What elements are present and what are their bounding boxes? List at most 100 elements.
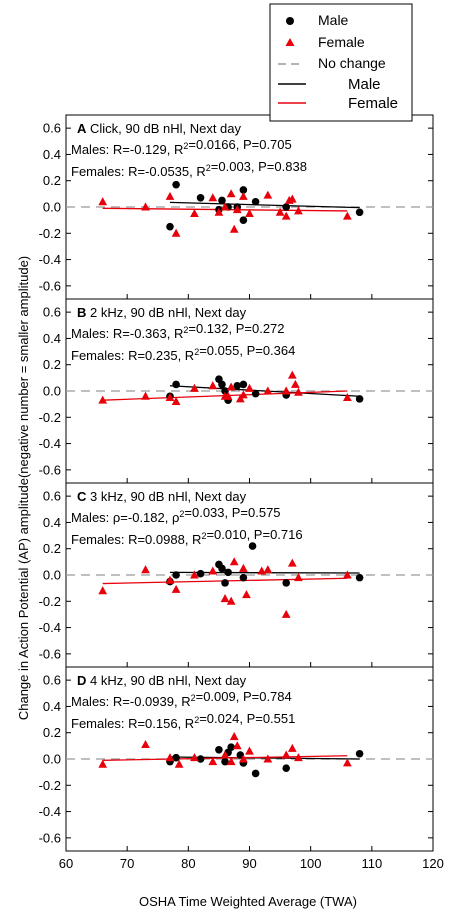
female-point	[342, 392, 352, 402]
female-point	[214, 207, 224, 216]
female-point	[294, 573, 303, 582]
male-point	[248, 542, 257, 550]
y-tick-label: 0.0	[43, 568, 61, 583]
male-point	[239, 573, 248, 582]
male-point	[282, 579, 291, 587]
x-tick-label: 110	[361, 856, 382, 871]
female-point	[190, 753, 199, 762]
y-tick-label: 0.4	[43, 515, 61, 530]
y-tick-label: 0.4	[43, 699, 61, 714]
y-tick-label: -0.4	[39, 804, 61, 819]
y-tick-label: -0.6	[39, 646, 61, 661]
female-point	[165, 575, 175, 584]
female-point	[342, 758, 352, 767]
y-tick-label: -0.4	[39, 252, 61, 267]
stats-males: Males: R=-0.129, R2=0.0166, P=0.705	[71, 137, 292, 157]
female-point	[275, 207, 285, 216]
female-point	[165, 191, 175, 200]
male-point	[355, 749, 364, 758]
female-point	[281, 750, 291, 759]
female-point	[98, 395, 108, 404]
y-tick-label: 0.6	[43, 673, 61, 688]
female-point	[281, 386, 291, 395]
panel-b: 0.6 0.4 0.2 0.0 -0.2 -0.4 -0.6 B 2 kHz, 90 dB n…	[39, 298, 434, 484]
y-tick-label: -0.2	[39, 226, 61, 241]
female-point	[239, 754, 248, 763]
y-tick-label: 0.0	[43, 752, 61, 767]
legend-label-male-marker: Male	[318, 12, 349, 28]
y-tick-label: -0.2	[39, 778, 61, 793]
female-point	[294, 387, 303, 396]
female-point	[171, 584, 181, 593]
female-point	[229, 732, 239, 741]
female-point	[141, 202, 150, 211]
y-tick-label: -0.2	[39, 410, 61, 425]
female-point	[239, 563, 248, 572]
stats-females: Females: R=0.235, R2=0.055, P=0.364	[71, 343, 295, 363]
male-point	[172, 180, 180, 189]
female-point	[287, 194, 297, 203]
y-tick-label: 0.2	[43, 541, 61, 556]
legend-label-female-marker: Female	[318, 34, 365, 50]
female-point	[141, 739, 150, 748]
female-point	[208, 566, 218, 575]
legend-label-male-line: Male	[348, 76, 381, 93]
y-axis-label: Change in Action Potential (AP) amplitud…	[16, 256, 31, 720]
y-tick-label: 0.4	[43, 331, 61, 346]
male-fit-line	[169, 385, 360, 397]
female-point	[98, 759, 108, 768]
female-point	[226, 757, 236, 766]
male-point	[239, 380, 248, 389]
male-point	[196, 569, 205, 578]
panel-title: D 4 kHz, 90 dB nHl, Next day	[77, 673, 247, 688]
female-point	[287, 558, 297, 567]
female-point	[294, 753, 303, 762]
male-point	[239, 186, 248, 194]
y-tick-label: -0.4	[39, 620, 61, 635]
female-point	[208, 757, 218, 766]
male-point	[166, 222, 174, 231]
male-point	[218, 196, 226, 205]
male-point	[282, 203, 291, 211]
male-point	[221, 387, 229, 395]
female-point	[190, 383, 199, 392]
male-point	[224, 568, 232, 577]
male-point	[251, 197, 260, 206]
legend-female-marker-icon	[285, 38, 295, 46]
male-point	[172, 571, 180, 579]
male-point	[196, 194, 205, 202]
female-point	[174, 759, 184, 768]
x-axis-label: OSHA Time Weighted Average (TWA)	[139, 894, 357, 909]
male-point	[355, 395, 364, 403]
panel-title: C 3 kHz, 90 dB nHl, Next day	[77, 489, 247, 504]
stats-females: Females: R=0.0988, R2=0.010, P=0.716	[71, 527, 303, 547]
male-point	[221, 579, 229, 587]
female-point	[281, 211, 291, 220]
female-point	[220, 594, 230, 603]
male-fit-line	[169, 201, 360, 209]
female-point	[232, 205, 242, 214]
stats-females: Females: R=-0.0535, R2=0.003, P=0.838	[71, 159, 307, 179]
female-point	[245, 383, 254, 392]
y-tick-label: 0.6	[43, 305, 61, 320]
female-point	[245, 208, 254, 218]
female-point	[226, 596, 236, 605]
female-point	[98, 586, 108, 595]
y-tick-label: 0.2	[43, 173, 61, 188]
female-point	[208, 193, 218, 202]
legend-label-no-change: No change	[318, 55, 386, 71]
female-point	[245, 746, 254, 755]
female-point	[171, 228, 181, 237]
female-point	[165, 753, 175, 762]
stats-females: Females: R=0.156, R2=0.024, P=0.551	[71, 711, 295, 731]
y-tick-label: 0.2	[43, 357, 61, 372]
y-tick-label: 0.0	[43, 384, 61, 399]
x-tick-label: 60	[59, 856, 73, 871]
female-point	[263, 190, 273, 199]
male-point	[355, 573, 364, 582]
legend-box	[269, 3, 413, 122]
male-point	[172, 753, 180, 762]
y-tick-label: 0.4	[43, 147, 61, 162]
stats-males: Males: R=-0.363, R2=0.132, P=0.272	[71, 321, 285, 341]
